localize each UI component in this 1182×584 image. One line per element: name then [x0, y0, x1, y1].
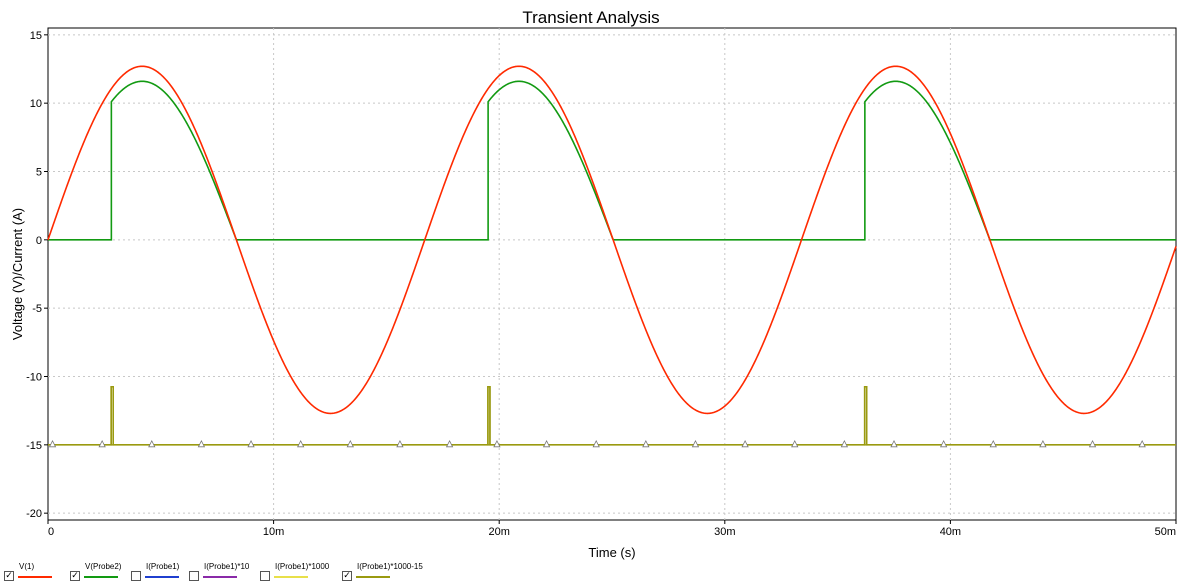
triangle-marker	[445, 439, 454, 448]
x-tick-label: 40m	[940, 526, 961, 538]
legend-label: V(1)	[19, 562, 35, 571]
legend-swatch	[203, 576, 237, 578]
checked-checkbox-icon[interactable]: ✓	[4, 571, 14, 581]
y-tick-label: 10	[30, 98, 42, 110]
x-tick-label: 0	[48, 526, 54, 538]
x-tick-label: 20m	[488, 526, 509, 538]
triangle-marker	[48, 439, 57, 448]
unchecked-checkbox-icon[interactable]	[131, 571, 141, 581]
pulse-spike	[863, 386, 868, 446]
y-tick-label: -5	[32, 303, 42, 315]
triangle-marker	[840, 439, 849, 448]
triangle-marker	[890, 439, 898, 448]
checked-checkbox-icon[interactable]: ✓	[342, 571, 352, 581]
triangle-marker	[98, 439, 106, 448]
legend-swatch	[145, 576, 179, 578]
triangle-marker	[939, 439, 948, 448]
triangle-marker	[247, 439, 255, 448]
x-tick-label: 50m	[1155, 526, 1176, 538]
legend-label: I(Probe1)*10	[204, 562, 250, 571]
triangle-marker	[396, 439, 404, 448]
triangle-marker	[148, 439, 156, 448]
triangle-marker	[542, 439, 551, 448]
triangle-marker	[297, 439, 305, 448]
unchecked-checkbox-icon[interactable]	[260, 571, 270, 581]
unchecked-checkbox-icon[interactable]	[189, 571, 199, 581]
triangle-marker	[1039, 439, 1047, 448]
legend-label: I(Probe1)*1000	[275, 562, 330, 571]
legend-label: I(Probe1)*1000-15	[357, 562, 423, 571]
legend-swatch	[356, 576, 390, 578]
legend-swatch	[84, 576, 118, 578]
triangle-marker	[989, 439, 997, 448]
y-tick-label: -15	[26, 440, 42, 452]
axis-ticks: 0 10m 20m 30m 40m 50m 15 10 5 0 -5 -10 -15 -20	[26, 30, 1177, 538]
chart-title: Transient Analysis	[522, 8, 659, 27]
plot-area	[47, 27, 1177, 521]
x-tick-label: 10m	[263, 526, 284, 538]
y-axis-label: Voltage (V)/Current (A)	[10, 208, 25, 340]
legend-label: V(Probe2)	[85, 562, 122, 571]
triangle-marker	[691, 439, 700, 448]
triangle-marker	[1138, 439, 1146, 448]
legend-swatch	[18, 576, 52, 578]
triangle-marker	[592, 439, 600, 448]
y-tick-label: -20	[26, 508, 42, 520]
triangle-marker	[741, 439, 749, 448]
triangle-marker	[642, 439, 650, 448]
y-tick-label: 0	[36, 235, 42, 247]
pulse-spike	[110, 386, 114, 446]
y-tick-label: -10	[26, 372, 42, 384]
series-layer	[47, 65, 1177, 448]
legend-swatch	[274, 576, 308, 578]
triangle-marker	[493, 439, 501, 448]
pulse-spike	[487, 386, 491, 446]
y-tick-label: 5	[36, 167, 42, 179]
triangle-marker	[1088, 439, 1097, 448]
series-line-v-1	[47, 65, 1177, 415]
transient-analysis-chart: 0 10m 20m 30m 40m 50m 15 10 5 0 -5 -10 -15 -20 Transi…	[10, 8, 1177, 560]
x-tick-label: 30m	[714, 526, 735, 538]
triangle-marker	[197, 439, 206, 448]
x-axis-label: Time (s)	[588, 545, 635, 560]
triangle-marker	[791, 439, 799, 448]
triangle-marker	[346, 439, 354, 448]
legend-label: I(Probe1)	[146, 562, 180, 571]
legend: ✓ V(1) ✓ V(Probe2) I(Probe1) I(Probe1)*10 I(Pr…	[0, 560, 1182, 584]
y-tick-label: 15	[30, 30, 42, 42]
checked-checkbox-icon[interactable]: ✓	[70, 571, 80, 581]
